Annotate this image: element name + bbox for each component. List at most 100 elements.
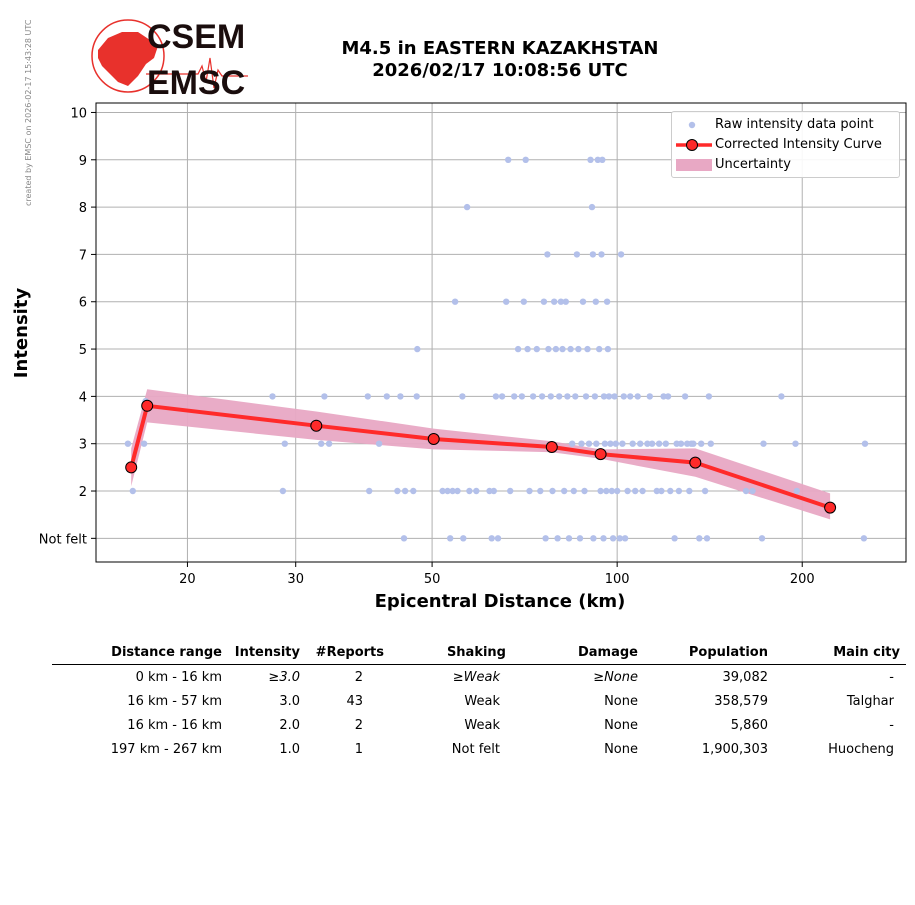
- raw-data-point: [616, 535, 623, 542]
- raw-data-point: [644, 440, 651, 447]
- raw-data-point: [570, 487, 577, 495]
- raw-data-point: [540, 298, 548, 305]
- y-tick-label: 5: [79, 343, 87, 358]
- raw-data-point: [449, 487, 456, 495]
- raw-data-point: [124, 440, 132, 447]
- y-tick-label: 9: [79, 154, 87, 169]
- raw-data-point: [514, 345, 522, 353]
- raw-data-point: [524, 345, 531, 353]
- intensity-curve-line: [129, 403, 831, 510]
- x-tick-label: 20: [179, 572, 196, 587]
- raw-data-point: [677, 440, 685, 447]
- cell-intensity: 3.0: [279, 693, 300, 709]
- intensity-curve-marker: [824, 501, 837, 514]
- header-shaking: Shaking: [390, 640, 512, 665]
- raw-data-point: [600, 393, 608, 400]
- header-intensity: Intensity: [228, 640, 306, 665]
- raw-data-point: [584, 345, 591, 353]
- y-tick-label: 2: [79, 485, 87, 500]
- cell-shaking: Not felt: [451, 741, 500, 757]
- raw-data-point: [686, 487, 693, 495]
- raw-data-point: [607, 440, 614, 447]
- cell-distance-range: 16 km - 57 km: [127, 693, 222, 709]
- raw-data-point: [707, 440, 714, 447]
- intensity-curve-marker: [125, 461, 138, 474]
- cell-intensity: ≥3.0: [268, 669, 300, 685]
- y-tick-label: 8: [79, 201, 87, 216]
- cell-reports: 1: [354, 741, 363, 757]
- intensity-curve-marker: [141, 399, 154, 412]
- raw-data-point: [410, 487, 417, 495]
- cell-damage: None: [604, 693, 638, 709]
- uncertainty-band-layer: [131, 389, 831, 520]
- raw-data-point: [589, 251, 597, 258]
- raw-data-point: [675, 487, 683, 495]
- raw-data-point: [597, 487, 604, 495]
- raw-data-point: [522, 156, 529, 163]
- intensity-curve-marker: [689, 456, 702, 469]
- raw-data-point: [703, 535, 711, 542]
- raw-data-point: [414, 345, 421, 353]
- raw-data-point: [634, 393, 641, 400]
- raw-data-point: [620, 393, 627, 400]
- cell-reports: 2: [354, 717, 363, 733]
- raw-data-point: [447, 535, 454, 542]
- raw-data-point: [619, 440, 626, 447]
- raw-data-point: [646, 393, 653, 400]
- legend-uncertainty-label: Uncertainty: [715, 157, 791, 172]
- raw-data-point: [617, 251, 625, 258]
- raw-data-point: [696, 535, 703, 542]
- raw-data-point: [545, 345, 552, 353]
- raw-data-point: [383, 393, 390, 400]
- raw-data-point: [466, 487, 473, 495]
- raw-data-point: [494, 535, 502, 542]
- raw-data-point: [394, 487, 401, 495]
- raw-data-point: [451, 298, 459, 305]
- cell-main-city: -: [889, 669, 894, 685]
- raw-data-point: [551, 298, 558, 305]
- raw-data-point: [760, 440, 767, 447]
- raw-data-point: [454, 487, 461, 495]
- raw-data-point: [624, 487, 631, 495]
- raw-data-point: [611, 393, 618, 400]
- cell-reports: 2: [354, 669, 363, 685]
- cell-population: 39,082: [722, 669, 769, 685]
- raw-data-point: [537, 487, 544, 495]
- raw-points-layer: [124, 156, 869, 542]
- raw-data-point: [698, 440, 705, 447]
- raw-data-point: [533, 345, 540, 353]
- raw-data-point: [397, 393, 404, 400]
- raw-data-point: [579, 298, 587, 305]
- legend-uncertainty-swatch: [676, 159, 712, 171]
- raw-data-point: [598, 251, 605, 258]
- y-tick-label: 6: [79, 296, 87, 311]
- raw-data-point: [671, 535, 678, 542]
- raw-data-point: [581, 487, 588, 495]
- raw-data-point: [575, 345, 582, 353]
- cell-damage: None: [604, 717, 638, 733]
- x-tick-label: 50: [424, 572, 441, 587]
- raw-data-point: [552, 345, 560, 353]
- cell-reports: 43: [346, 693, 363, 709]
- raw-data-point: [554, 535, 561, 542]
- raw-data-point: [592, 298, 599, 305]
- raw-data-point: [605, 393, 613, 400]
- cell-intensity: 1.0: [279, 741, 300, 757]
- x-tick-label: 200: [790, 572, 815, 587]
- raw-data-point: [594, 156, 601, 163]
- raw-data-point: [578, 440, 585, 447]
- raw-data-point: [459, 393, 466, 400]
- raw-data-point: [608, 487, 615, 495]
- raw-data-point: [637, 440, 644, 447]
- summary-table: Distance range Intensity #Reports Shakin…: [52, 640, 906, 761]
- cell-damage: None: [604, 741, 638, 757]
- raw-data-point: [400, 535, 408, 542]
- legend-raw-marker: [688, 121, 696, 129]
- plot-frame: [95, 102, 907, 563]
- raw-data-point: [544, 251, 551, 258]
- legend-item-raw: Raw intensity data point: [672, 115, 899, 135]
- raw-data-point: [321, 393, 328, 400]
- table-row: 16 km - 57 km 3.0 43 Weak None 358,579 T…: [52, 689, 906, 713]
- raw-data-point: [860, 535, 868, 542]
- raw-data-point: [664, 393, 672, 400]
